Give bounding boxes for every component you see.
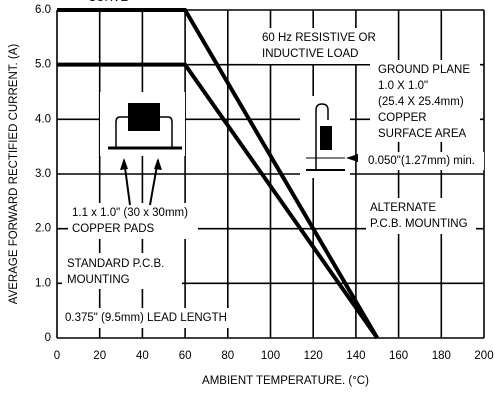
- annotation: MOUNTING: [67, 274, 130, 286]
- y-tick-label: 4.0: [35, 113, 51, 125]
- lead: [315, 103, 329, 170]
- x-tick-label: 120: [304, 350, 323, 362]
- arrows: [123, 159, 159, 206]
- annotation: P.C.B. MOUNTING: [370, 218, 468, 230]
- annotation: GROUND PLANE: [378, 64, 470, 76]
- x-tick-label: 40: [136, 350, 149, 362]
- annotation-box: [366, 198, 476, 234]
- y-tick-label: 2.0: [35, 223, 51, 235]
- arrowheads: [120, 158, 162, 170]
- annotation-box: [62, 253, 182, 289]
- annotation-box: [366, 152, 484, 170]
- x-tick-label: 180: [432, 350, 451, 362]
- y-tick-label: 5.0: [35, 59, 51, 71]
- mounting-icons: [100, 92, 358, 206]
- annotation: STANDARD P.C.B.: [67, 258, 164, 270]
- x-tick-label: 160: [389, 350, 408, 362]
- annotation-box: [68, 203, 198, 239]
- annotation: ALTERNATE: [370, 202, 436, 214]
- series-line: [57, 8, 379, 340]
- x-tick-label: 60: [179, 350, 192, 362]
- annotation: 1.0 X 1.0": [378, 80, 428, 92]
- annotation: 60 Hz RESISTIVE OR: [262, 32, 376, 44]
- annotation: COPPER: [378, 112, 427, 124]
- annotation: CURVE: [88, 0, 128, 4]
- chip: [320, 126, 332, 150]
- arrowhead: [346, 154, 358, 162]
- x-tick-label: 200: [474, 350, 493, 362]
- annotation-box: [60, 308, 242, 328]
- series-line: [57, 62, 379, 340]
- annotation-box: [258, 28, 386, 64]
- y-tick-label: 0: [45, 332, 51, 344]
- y-tick-label: 6.0: [35, 4, 51, 16]
- x-tick-label: 0: [54, 350, 60, 362]
- x-tick-label: 20: [93, 350, 106, 362]
- annotation: 0.050"(1.27mm) min.: [368, 155, 475, 167]
- x-axis-label: AMBIENT TEMPERATURE. (°C): [202, 375, 369, 387]
- x-tick-label: 100: [261, 350, 280, 362]
- x-tick-label: 80: [221, 350, 234, 362]
- annotation: (25.4 X 25.4mm): [378, 96, 464, 108]
- chip: [128, 103, 160, 131]
- y-tick-label: 1.0: [35, 277, 51, 289]
- annotation: COPPER PADS: [72, 223, 155, 235]
- annotation: 1.1 x 1.0" (30 x 30mm): [72, 207, 188, 219]
- leads: [115, 116, 173, 148]
- annotation-box: [370, 60, 480, 142]
- annotation: INDUCTIVE LOAD: [262, 48, 359, 60]
- y-tick-label: 3.0: [35, 168, 51, 180]
- y-axis-label: AVERAGE FORWARD RECTIFIED CURRENT. (A): [8, 44, 20, 305]
- x-tick-label: 140: [346, 350, 365, 362]
- annotation: SURFACE AREA: [378, 128, 467, 140]
- annotation: 0.375" (9.5mm) LEAD LENGTH: [65, 312, 227, 324]
